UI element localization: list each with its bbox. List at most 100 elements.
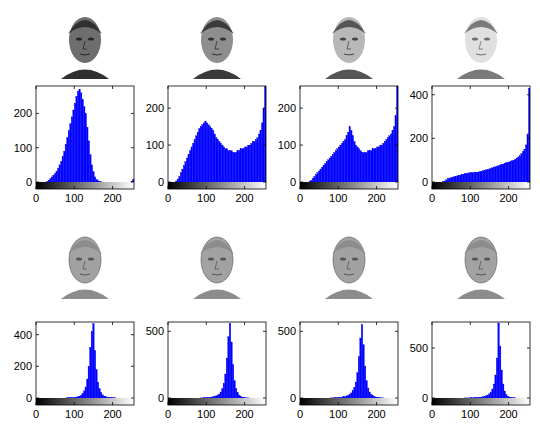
histogram-bar (94, 177, 96, 182)
histogram-bar (476, 397, 478, 398)
histogram-bar (495, 167, 497, 182)
histogram-bar (91, 165, 93, 182)
colorbar (432, 182, 530, 189)
histogram-bar (438, 182, 440, 183)
y-tick (131, 366, 134, 367)
nose (215, 261, 219, 269)
y-tick-label: 200 (146, 102, 164, 114)
histogram-bar (370, 394, 372, 398)
y-tick-label: 200 (14, 107, 32, 119)
histogram-bar (226, 149, 228, 182)
histogram-bar (380, 397, 382, 398)
histogram-bar (87, 127, 89, 182)
histogram-bar (340, 145, 342, 182)
histogram-bar (200, 127, 202, 182)
histogram-bar (255, 398, 257, 399)
x-tick (338, 322, 339, 325)
axes-frame (36, 322, 134, 405)
x-tick (74, 186, 75, 189)
histogram-panel: 01002000100200 (14, 86, 134, 204)
hair (200, 20, 234, 34)
histogram-bar (191, 398, 193, 399)
histogram-bar (205, 397, 207, 398)
histogram-bar (369, 392, 371, 398)
histogram-bar (39, 398, 41, 399)
histogram-bar (314, 398, 316, 399)
y-tick (300, 182, 303, 183)
histogram-bar (369, 151, 371, 182)
histogram-bar (182, 398, 184, 399)
histogram-bar (83, 107, 85, 182)
histogram-bar (470, 397, 472, 398)
histogram-bar (228, 151, 230, 182)
histogram-bar (492, 168, 494, 182)
y-tick (395, 182, 398, 183)
x-tick-label: 100 (65, 408, 83, 420)
image-background (456, 5, 506, 79)
histogram-bar (102, 395, 104, 398)
histogram-bar (470, 173, 472, 182)
histogram-bar (495, 375, 497, 398)
histogram-bar (321, 398, 323, 399)
histogram-bar (242, 149, 244, 182)
histogram-bar (498, 323, 500, 398)
histogram-bar (65, 144, 67, 182)
histogram-bar (509, 397, 511, 398)
histogram-bar (176, 398, 178, 399)
x-tick-label: 0 (297, 192, 303, 204)
histogram-bar (358, 149, 360, 182)
histogram-bar (479, 397, 481, 398)
histogram-bar (193, 143, 195, 182)
hair (332, 240, 366, 254)
y-tick (300, 145, 303, 146)
histogram-bar (444, 181, 446, 182)
x-tick-label: 100 (461, 192, 479, 204)
shoulders (193, 290, 241, 300)
histogram-bar (437, 398, 439, 399)
image-background (324, 225, 374, 299)
histogram-bar (180, 173, 182, 182)
y-tick (263, 108, 266, 109)
histogram-bar (386, 140, 388, 182)
x-tick (36, 322, 37, 325)
histogram-bar (458, 398, 460, 399)
histogram-bar (202, 397, 204, 398)
y-tick-label: 200 (410, 132, 428, 144)
histogram-bar (335, 151, 337, 182)
histogram-bar (352, 136, 354, 182)
histogram-bar (317, 398, 319, 399)
histogram-bar (309, 181, 311, 182)
head (333, 237, 365, 283)
histogram-bar (61, 398, 63, 399)
mouth (344, 274, 354, 275)
histogram-bar (473, 172, 475, 182)
histogram-bar (252, 141, 254, 182)
histogram-bar (96, 370, 98, 399)
histogram-bar (231, 151, 233, 182)
histogram-bar (64, 151, 66, 182)
histogram-bar (446, 180, 448, 182)
bars (176, 86, 266, 182)
histogram-bar (513, 397, 515, 398)
y-tick-label: 500 (146, 325, 164, 337)
histogram-bar (309, 398, 311, 399)
histogram-bar (119, 182, 121, 183)
histogram-bar (390, 398, 392, 399)
shoulders (61, 290, 109, 300)
histogram-bar (441, 398, 443, 399)
x-tick (338, 86, 339, 89)
hair (464, 20, 498, 34)
histogram-bar (440, 398, 442, 399)
histogram-bar (334, 397, 336, 398)
x-tick-label: 200 (103, 192, 121, 204)
histogram-bar (188, 398, 190, 399)
histogram-bar (206, 397, 208, 398)
histogram-bar (490, 168, 492, 182)
histogram-bar (367, 151, 369, 182)
y-tick (432, 182, 435, 183)
histogram-bar (93, 172, 95, 182)
histogram-bar (211, 128, 213, 182)
x-tick (168, 322, 169, 325)
eye (352, 38, 358, 41)
histogram-bar (113, 397, 115, 398)
